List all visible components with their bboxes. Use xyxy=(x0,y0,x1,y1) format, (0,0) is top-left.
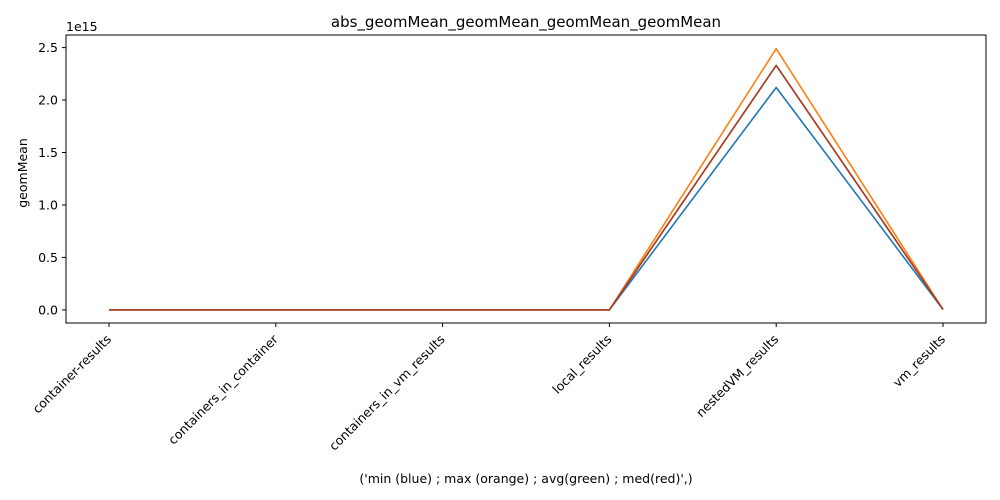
plot-frame xyxy=(65,34,987,324)
x-tick-label: local_results xyxy=(549,332,614,397)
y-axis-title: geomMean xyxy=(15,138,30,208)
y-tick-label: 1.5 xyxy=(38,145,58,160)
y-tick-label: 2.0 xyxy=(38,93,58,108)
x-tick-label: container-results xyxy=(29,332,114,417)
x-tick-label: containers_in_container xyxy=(165,331,281,447)
x-tick-label: vm_results xyxy=(890,332,948,390)
x-axis-title: ('min (blue) ; max (orange) ; avg(green)… xyxy=(359,471,692,486)
series-line xyxy=(109,64,944,311)
x-tick-label: nestedVM_results xyxy=(693,332,781,420)
y-tick-label: 0.0 xyxy=(38,302,58,317)
plot-area: 0.0 0.5 1.0 1.5 2.0 2.5 container-results conta… xyxy=(29,40,948,453)
y-offset-label: 1e15 xyxy=(66,19,98,34)
y-tick-label: 0.5 xyxy=(38,250,58,265)
y-tick-label: 2.5 xyxy=(38,40,58,55)
x-tick-label: containers_in_vm_results xyxy=(326,332,448,454)
chart-title: abs_geomMean_geomMean_geomMean_geomMean xyxy=(331,13,721,32)
series-line xyxy=(109,47,944,311)
series-line xyxy=(109,64,944,311)
series-line xyxy=(109,86,944,311)
y-tick-label: 1.0 xyxy=(38,197,58,212)
